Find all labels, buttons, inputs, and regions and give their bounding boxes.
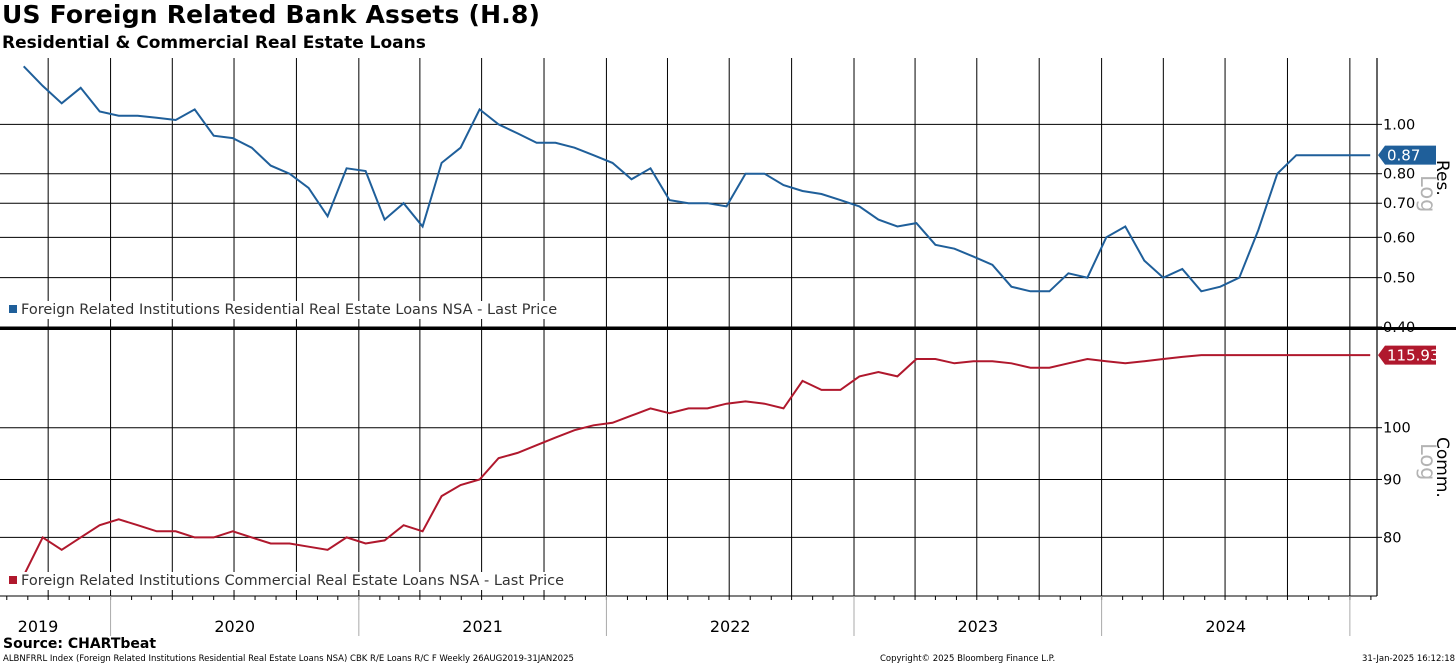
y-tick-label: 0.80 — [1383, 167, 1415, 183]
footer-copyright: Copyright© 2025 Bloomberg Finance L.P. — [880, 654, 1056, 664]
chart-title: US Foreign Related Bank Assets (H.8) — [2, 0, 541, 29]
y-tick-label: 1.00 — [1383, 117, 1415, 133]
bottom-scale-label: Log — [1416, 443, 1440, 481]
x-year-label: 2024 — [1205, 617, 1246, 636]
legend-label-commercial: Foreign Related Institutions Commercial … — [21, 573, 565, 589]
x-year-label: 2022 — [710, 617, 751, 636]
legend-swatch-residential — [9, 305, 17, 313]
y-tick-label: 0.60 — [1383, 230, 1415, 246]
legend-residential: Foreign Related Institutions Residential… — [6, 301, 564, 319]
axes-frame — [0, 58, 1456, 636]
top-panel-y-ticks: 1.00 0.80 0.70 0.60 0.50 0.40 — [1377, 117, 1415, 336]
top-axis-title: Res. — [1432, 160, 1452, 196]
x-year-label: 2023 — [957, 617, 998, 636]
legend-commercial: Foreign Related Institutions Commercial … — [6, 572, 571, 590]
legend-swatch-commercial — [9, 576, 17, 584]
last-value-badges: 0.87 115.93 — [1378, 145, 1440, 365]
y-tick-label: 100 — [1383, 421, 1411, 437]
x-year-label: 2019 — [18, 617, 59, 636]
last-value-label: 115.93 — [1387, 347, 1440, 365]
footer-index-note: ALBNFRRL Index (Foreign Related Institut… — [3, 654, 574, 664]
x-year-label: 2020 — [214, 617, 255, 636]
top-scale-label: Log — [1416, 175, 1440, 213]
y-tick-label: 90 — [1383, 472, 1401, 488]
top-panel-gridlines — [0, 123, 1377, 328]
x-axis-year-labels: 2019 2020 2021 2022 2023 2024 — [18, 617, 1246, 636]
commercial-series-line — [22, 354, 1371, 577]
legend-label-residential: Foreign Related Institutions Residential… — [21, 302, 558, 318]
footer-timestamp: 31-Jan-2025 16:12:18 — [1362, 654, 1456, 664]
x-year-label: 2021 — [462, 617, 503, 636]
y-tick-label: 80 — [1383, 530, 1401, 546]
footer-source: Source: CHARTbeat — [3, 636, 157, 652]
y-tick-label: 0.70 — [1383, 196, 1415, 212]
bottom-panel-gridlines — [0, 427, 1377, 538]
bottom-panel-y-ticks: 100 90 80 — [1377, 421, 1411, 546]
last-value-badge — [1378, 345, 1436, 365]
y-tick-label: 0.40 — [1383, 320, 1415, 336]
y-tick-label: 0.50 — [1383, 271, 1415, 287]
chart-subtitle: Residential & Commercial Real Estate Loa… — [2, 33, 426, 53]
residential-series-line — [22, 65, 1371, 293]
last-value-label: 0.87 — [1387, 147, 1420, 165]
last-value-badge — [1378, 145, 1436, 165]
bottom-axis-title: Comm. — [1432, 437, 1452, 498]
